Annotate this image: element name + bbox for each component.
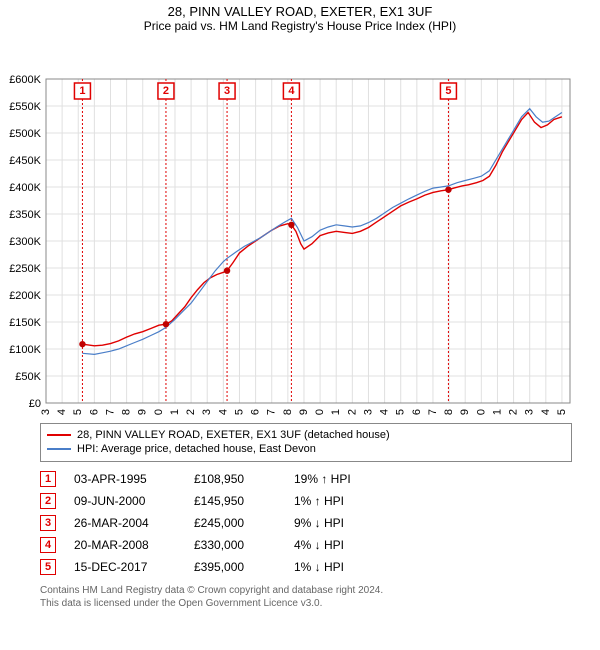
page-title: 28, PINN VALLEY ROAD, EXETER, EX1 3UF: [0, 0, 600, 19]
svg-text:2008: 2008: [282, 409, 294, 415]
row-hpi: 1% ↓ HPI: [294, 560, 344, 574]
row-marker: 2: [40, 493, 56, 509]
svg-text:2016: 2016: [411, 409, 423, 415]
legend-swatch: [47, 434, 71, 436]
row-date: 03-APR-1995: [74, 472, 194, 486]
row-hpi: 1% ↑ HPI: [294, 494, 344, 508]
svg-text:1995: 1995: [72, 409, 84, 415]
svg-text:£50K: £50K: [15, 371, 41, 383]
svg-text:1998: 1998: [121, 409, 133, 415]
svg-text:2005: 2005: [233, 409, 245, 415]
svg-text:2021: 2021: [491, 409, 503, 415]
svg-text:1994: 1994: [56, 409, 68, 415]
footer: Contains HM Land Registry data © Crown c…: [40, 584, 572, 610]
svg-text:2004: 2004: [217, 409, 229, 415]
svg-text:2010: 2010: [314, 409, 326, 415]
legend: 28, PINN VALLEY ROAD, EXETER, EX1 3UF (d…: [40, 423, 572, 462]
svg-text:2013: 2013: [362, 409, 374, 415]
row-date: 15-DEC-2017: [74, 560, 194, 574]
svg-text:1997: 1997: [104, 409, 116, 415]
svg-text:2023: 2023: [524, 409, 536, 415]
table-row: 1 03-APR-1995£108,95019% ↑ HPI: [40, 468, 572, 490]
row-marker: 5: [40, 559, 56, 575]
table-row: 3 26-MAR-2004£245,0009% ↓ HPI: [40, 512, 572, 534]
svg-text:2018: 2018: [443, 409, 455, 415]
svg-text:2000: 2000: [153, 409, 165, 415]
page-subtitle: Price paid vs. HM Land Registry's House …: [0, 19, 600, 35]
legend-label: HPI: Average price, detached house, East…: [77, 442, 316, 456]
svg-text:2015: 2015: [395, 409, 407, 415]
svg-text:2002: 2002: [185, 409, 197, 415]
row-marker: 1: [40, 471, 56, 487]
svg-text:2019: 2019: [459, 409, 471, 415]
svg-text:2014: 2014: [379, 409, 391, 415]
svg-text:2017: 2017: [427, 409, 439, 415]
svg-text:1999: 1999: [137, 409, 149, 415]
legend-label: 28, PINN VALLEY ROAD, EXETER, EX1 3UF (d…: [77, 428, 390, 442]
svg-text:2025: 2025: [556, 409, 568, 415]
legend-swatch: [47, 448, 71, 450]
svg-text:2022: 2022: [508, 409, 520, 415]
svg-text:£100K: £100K: [9, 344, 41, 356]
footer-line-2: This data is licensed under the Open Gov…: [40, 597, 572, 610]
row-hpi: 4% ↓ HPI: [294, 538, 344, 552]
legend-item: HPI: Average price, detached house, East…: [47, 442, 565, 456]
row-marker: 4: [40, 537, 56, 553]
svg-text:£400K: £400K: [9, 182, 41, 194]
row-hpi: 9% ↓ HPI: [294, 516, 344, 530]
row-price: £108,950: [194, 472, 294, 486]
row-date: 26-MAR-2004: [74, 516, 194, 530]
svg-text:2011: 2011: [330, 409, 342, 415]
svg-text:2001: 2001: [169, 409, 181, 415]
svg-text:4: 4: [288, 85, 295, 97]
svg-text:£350K: £350K: [9, 209, 41, 221]
svg-text:£300K: £300K: [9, 236, 41, 248]
legend-item: 28, PINN VALLEY ROAD, EXETER, EX1 3UF (d…: [47, 428, 565, 442]
svg-text:£200K: £200K: [9, 290, 41, 302]
row-price: £145,950: [194, 494, 294, 508]
row-date: 20-MAR-2008: [74, 538, 194, 552]
svg-text:2020: 2020: [475, 409, 487, 415]
footer-line-1: Contains HM Land Registry data © Crown c…: [40, 584, 572, 597]
svg-text:£500K: £500K: [9, 128, 41, 140]
svg-text:2006: 2006: [250, 409, 262, 415]
svg-text:2012: 2012: [346, 409, 358, 415]
svg-text:1996: 1996: [88, 409, 100, 415]
svg-text:£150K: £150K: [9, 317, 41, 329]
row-hpi: 19% ↑ HPI: [294, 472, 351, 486]
price-chart: £0 £50K £100K £150K £200K £250K £300K £350K £400…: [0, 35, 600, 415]
svg-text:3: 3: [224, 85, 230, 97]
svg-text:2003: 2003: [201, 409, 213, 415]
table-row: 5 15-DEC-2017£395,0001% ↓ HPI: [40, 556, 572, 578]
table-row: 2 09-JUN-2000£145,9501% ↑ HPI: [40, 490, 572, 512]
table-row: 4 20-MAR-2008£330,0004% ↓ HPI: [40, 534, 572, 556]
svg-text:2: 2: [163, 85, 169, 97]
svg-text:2009: 2009: [298, 409, 310, 415]
svg-text:2007: 2007: [266, 409, 278, 415]
svg-text:£0: £0: [29, 398, 41, 410]
row-date: 09-JUN-2000: [74, 494, 194, 508]
svg-text:£600K: £600K: [9, 74, 41, 86]
svg-text:1: 1: [79, 85, 85, 97]
row-price: £395,000: [194, 560, 294, 574]
svg-text:£550K: £550K: [9, 101, 41, 113]
row-price: £330,000: [194, 538, 294, 552]
svg-text:£250K: £250K: [9, 263, 41, 275]
transactions-table: 1 03-APR-1995£108,95019% ↑ HPI 2 09-JUN-200…: [40, 468, 572, 578]
svg-text:1993: 1993: [40, 409, 52, 415]
row-price: £245,000: [194, 516, 294, 530]
svg-text:£450K: £450K: [9, 155, 41, 167]
row-marker: 3: [40, 515, 56, 531]
svg-text:5: 5: [445, 85, 451, 97]
svg-text:2024: 2024: [540, 409, 552, 415]
